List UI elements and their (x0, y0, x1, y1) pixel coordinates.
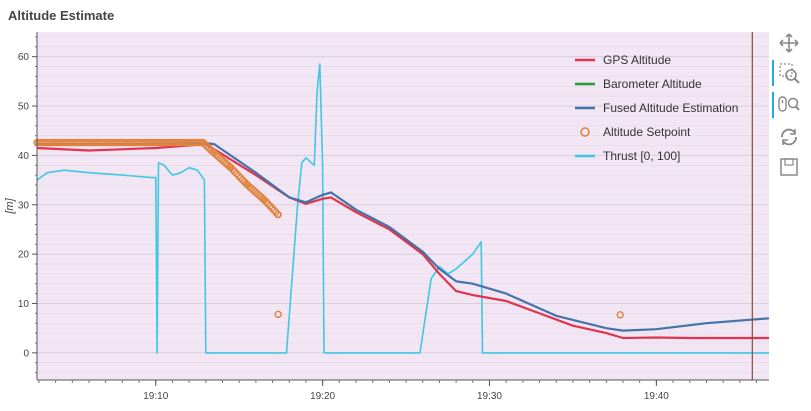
x-tick-label: 19:40 (644, 391, 669, 402)
setpoint-marker (205, 144, 213, 152)
setpoint-marker (231, 168, 239, 176)
legend-entry: Thrust [0, 100] (603, 149, 680, 163)
setpoint-marker (238, 176, 247, 184)
legend-entry: Altitude Setpoint (603, 125, 691, 139)
y-tick-label: 30 (18, 200, 30, 211)
x-tick-label: 19:20 (310, 391, 335, 402)
setpoint-marker (203, 142, 211, 150)
y-tick-label: 20 (18, 250, 30, 261)
chart-toolbar (772, 28, 802, 188)
wheel-zoom-active-indicator (772, 92, 774, 118)
setpoint-marker (236, 174, 245, 182)
setpoint-marker (616, 311, 624, 319)
legend-entry: Fused Altitude Estimation (603, 101, 738, 115)
setpoint-marker (234, 172, 243, 180)
setpoint-marker (262, 198, 270, 206)
wheel-zoom-icon[interactable] (778, 94, 800, 116)
setpoint-marker (274, 310, 282, 319)
series-line-2 (37, 142, 770, 332)
save-icon[interactable] (778, 156, 800, 178)
legend-swatch (580, 127, 590, 137)
plot-background (37, 32, 769, 380)
reset-icon[interactable] (778, 126, 800, 148)
setpoint-marker (266, 202, 274, 210)
setpoint-marker (264, 200, 272, 208)
y-tick-label: 60 (18, 52, 30, 63)
x-tick-label: 19:10 (143, 391, 168, 402)
box-zoom-active-indicator (772, 60, 774, 86)
legend-entry: GPS Altitude (603, 53, 671, 67)
y-axis-label: [m] (4, 197, 16, 214)
setpoint-marker (199, 138, 207, 147)
box-zoom-icon[interactable] (778, 62, 800, 84)
legend-entry: Barometer Altitude (603, 77, 702, 91)
setpoint-marker (227, 164, 235, 172)
setpoint-marker (201, 140, 209, 149)
y-tick-label: 0 (23, 348, 29, 359)
setpoint-marker (268, 204, 276, 212)
pan-icon[interactable] (778, 32, 800, 54)
setpoint-marker (232, 170, 241, 178)
series-line-4 (36, 63, 769, 354)
y-tick-label: 10 (18, 299, 30, 310)
setpoint-marker (270, 206, 278, 214)
y-tick-label: 50 (18, 102, 30, 113)
setpoint-marker (260, 196, 268, 204)
setpoint-marker (274, 210, 282, 219)
axes: 0 10 20 30 40 50 60 19:10 19:20 19:30 19:40 [m] (4, 32, 769, 402)
series-layer (33, 63, 770, 354)
series-line-0 (36, 143, 769, 340)
y-tick-label: 40 (18, 151, 30, 162)
setpoint-marker (229, 166, 237, 174)
legend: GPS Altitude Barometer Altitude Fused Alti… (575, 53, 738, 163)
x-tick-label: 19:30 (477, 391, 502, 402)
chart-title: Altitude Estimate (8, 8, 115, 23)
